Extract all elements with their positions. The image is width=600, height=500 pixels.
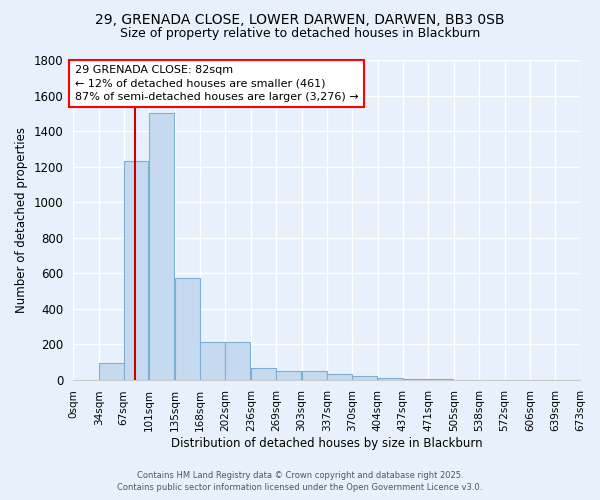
Bar — [124, 161, 148, 380]
Bar — [149, 114, 174, 380]
Bar — [226, 342, 250, 380]
X-axis label: Distribution of detached houses by size in Blackburn: Distribution of detached houses by size … — [171, 437, 482, 450]
Bar — [276, 371, 301, 380]
Bar — [403, 379, 428, 380]
Bar — [378, 378, 403, 380]
Bar — [98, 362, 124, 380]
Bar — [200, 342, 224, 380]
Bar — [251, 368, 276, 380]
Text: 29 GRENADA CLOSE: 82sqm
← 12% of detached houses are smaller (461)
87% of semi-d: 29 GRENADA CLOSE: 82sqm ← 12% of detache… — [74, 66, 358, 102]
Y-axis label: Number of detached properties: Number of detached properties — [15, 127, 28, 313]
Text: Size of property relative to detached houses in Blackburn: Size of property relative to detached ho… — [120, 28, 480, 40]
Text: 29, GRENADA CLOSE, LOWER DARWEN, DARWEN, BB3 0SB: 29, GRENADA CLOSE, LOWER DARWEN, DARWEN,… — [95, 12, 505, 26]
Bar — [327, 374, 352, 380]
Bar — [352, 376, 377, 380]
Bar — [302, 371, 326, 380]
Text: Contains HM Land Registry data © Crown copyright and database right 2025.
Contai: Contains HM Land Registry data © Crown c… — [118, 471, 482, 492]
Bar — [175, 278, 200, 380]
